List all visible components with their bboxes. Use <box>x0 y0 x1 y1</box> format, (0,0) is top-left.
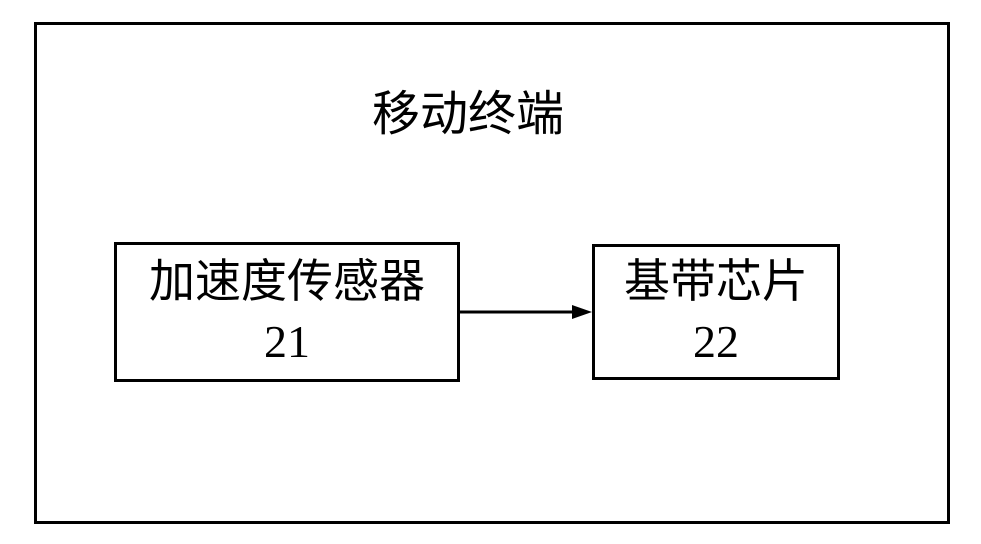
diagram-title: 移动终端 <box>372 74 564 144</box>
edge-arrow <box>438 296 614 328</box>
node-baseband-chip: 基带芯片 22 <box>592 244 840 380</box>
node-accel-sensor-number: 21 <box>264 312 310 372</box>
node-accel-sensor-label: 加速度传感器 <box>149 252 425 312</box>
node-baseband-chip-label: 基带芯片 <box>624 252 808 312</box>
node-accel-sensor: 加速度传感器 21 <box>114 242 460 382</box>
node-baseband-chip-number: 22 <box>693 312 739 372</box>
